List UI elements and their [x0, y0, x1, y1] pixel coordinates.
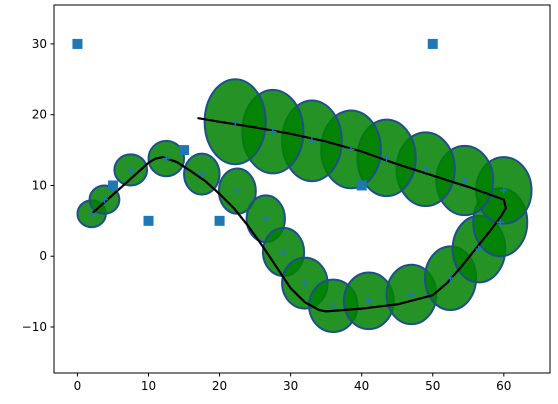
cross-layer [88, 118, 508, 310]
x-tick-label: 30 [283, 379, 298, 393]
x-tick-label: 50 [425, 379, 440, 393]
center-marker [422, 165, 430, 173]
center-marker [162, 155, 170, 163]
plot-frame [53, 4, 551, 374]
square-point [72, 38, 83, 49]
square-point [356, 180, 367, 191]
center-marker [496, 218, 504, 226]
center-marker [308, 137, 316, 145]
center-marker [100, 196, 108, 204]
center-marker [233, 187, 241, 195]
y-tick-label: 0 [39, 249, 47, 263]
square-point [214, 215, 225, 226]
x-tick-label: 40 [354, 379, 369, 393]
center-marker [301, 279, 309, 287]
y-tick-label: 20 [32, 108, 47, 122]
center-marker [407, 290, 415, 298]
center-marker [475, 245, 483, 253]
center-marker [262, 215, 270, 223]
center-marker [280, 248, 288, 256]
square-point [107, 180, 118, 191]
x-tick-label: 20 [212, 379, 227, 393]
center-marker [447, 274, 455, 282]
x-tick-label: 0 [74, 379, 82, 393]
y-tick-label: 10 [32, 178, 47, 192]
x-tick-label: 60 [496, 379, 511, 393]
center-marker [127, 166, 135, 174]
ellipse-layer [76, 78, 533, 333]
y-tick-label: 30 [32, 37, 47, 51]
square-point [143, 215, 154, 226]
square-point [179, 145, 190, 156]
square-layer [72, 38, 438, 226]
center-marker [269, 128, 277, 136]
center-marker [383, 154, 391, 162]
center-marker [231, 118, 239, 126]
center-marker [88, 210, 96, 218]
center-marker [365, 297, 373, 305]
center-marker [347, 145, 355, 153]
center-marker [198, 170, 206, 178]
square-point [427, 38, 438, 49]
y-tick-label: −10 [22, 320, 47, 334]
x-tick-label: 10 [141, 379, 156, 393]
center-marker [461, 177, 469, 185]
tick-layer: 0 10 20 30 40 50 60 −10 0 10 20 30 [22, 37, 512, 393]
center-marker [500, 186, 508, 194]
center-marker [329, 302, 337, 310]
